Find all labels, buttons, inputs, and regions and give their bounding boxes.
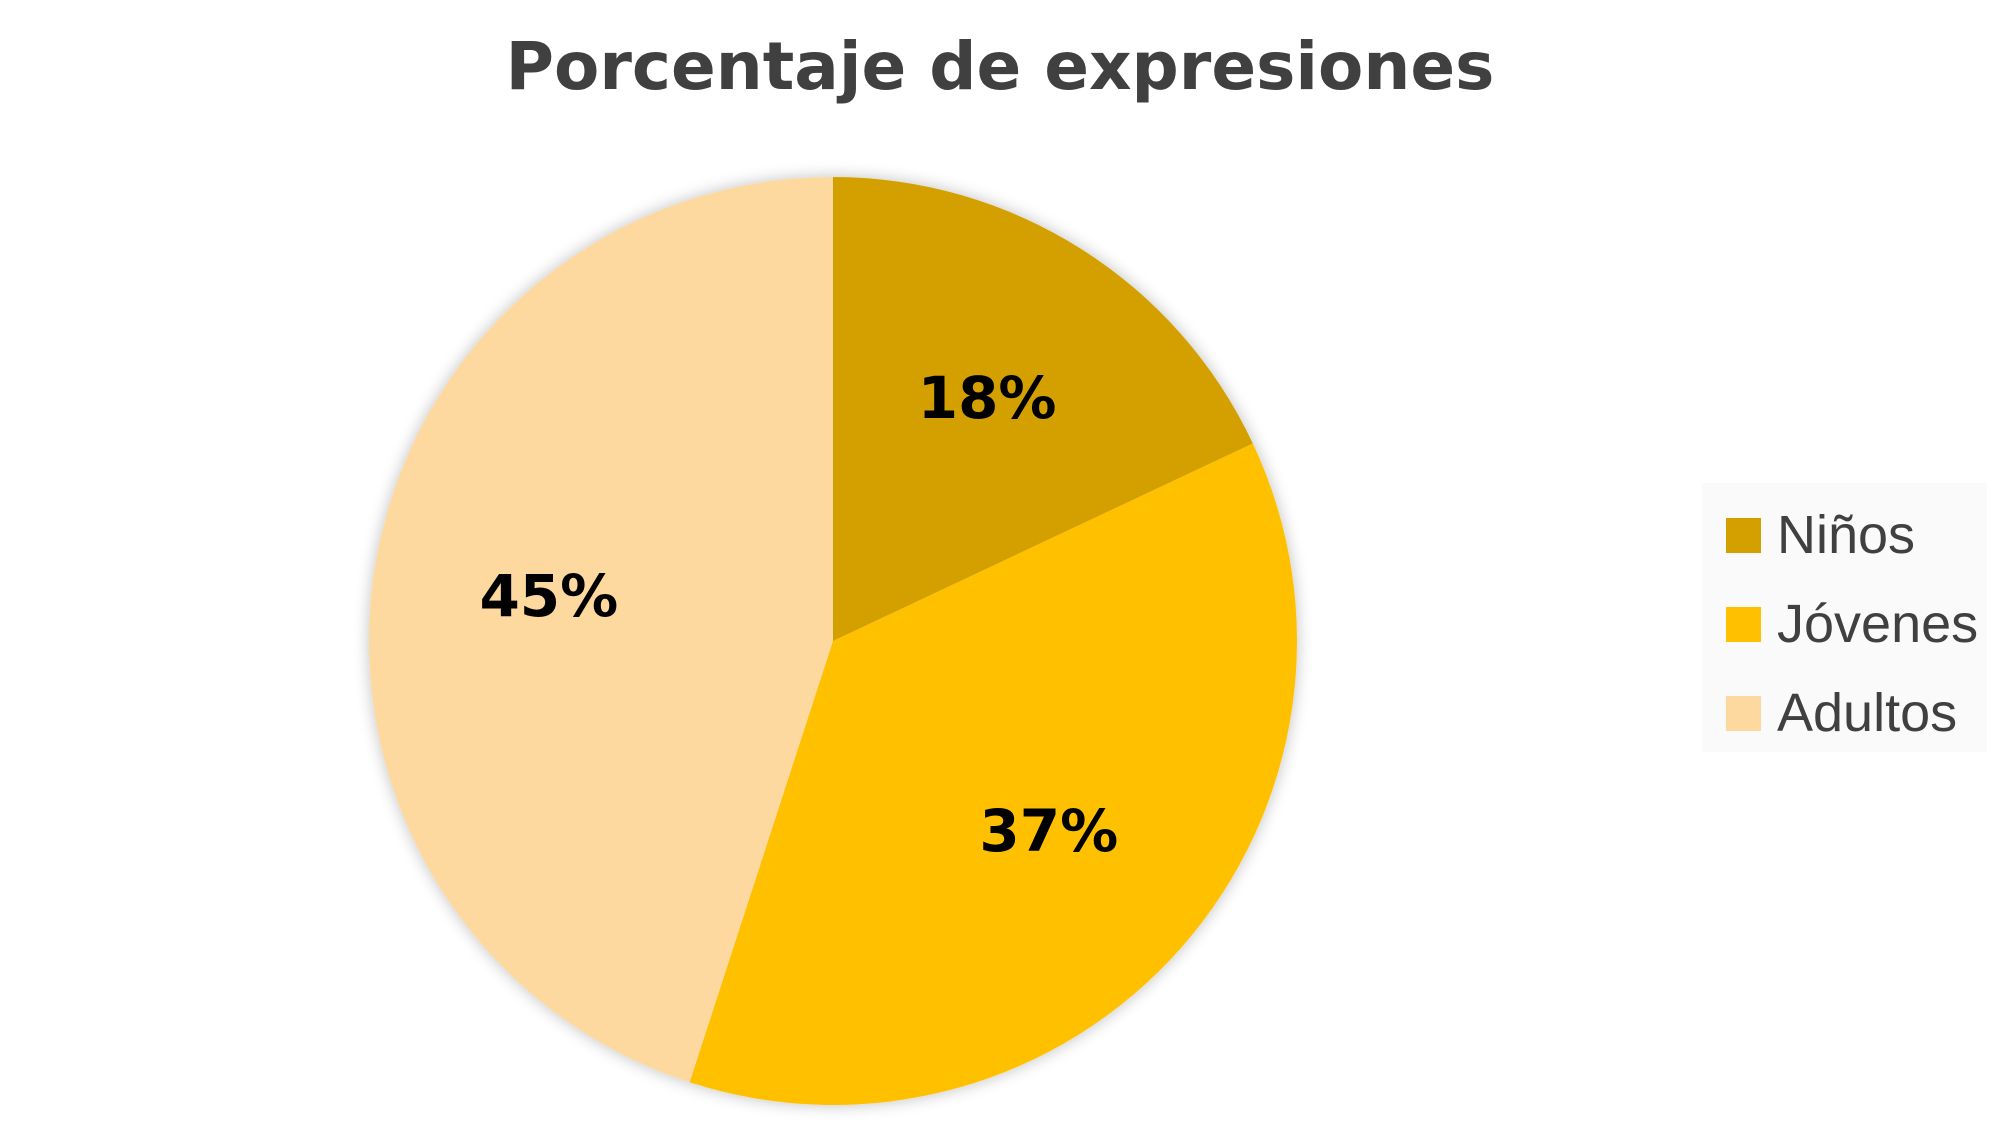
legend-label: Adultos (1777, 683, 1958, 743)
chart-title: Porcentaje de expresiones (505, 28, 1495, 105)
pie-slice-2 (368, 177, 833, 1083)
pie-slice-1 (689, 443, 1298, 1105)
pie-slice-0 (833, 177, 1253, 641)
legend-label: Niños (1777, 505, 1916, 565)
legend-label: Jóvenes (1777, 594, 1979, 654)
legend-item: Jóvenes (1726, 594, 1978, 654)
legend-swatch (1726, 606, 1761, 642)
legend: Niños Jóvenes Adultos (1702, 483, 1987, 752)
legend-item: Niños (1726, 505, 1915, 565)
data-label-0: 18% (918, 364, 1057, 432)
legend-item: Adultos (1726, 683, 1957, 743)
legend-swatch (1726, 695, 1761, 731)
data-label-1: 37% (979, 797, 1118, 865)
legend-swatch (1726, 517, 1761, 553)
data-label-2: 45% (479, 562, 618, 630)
